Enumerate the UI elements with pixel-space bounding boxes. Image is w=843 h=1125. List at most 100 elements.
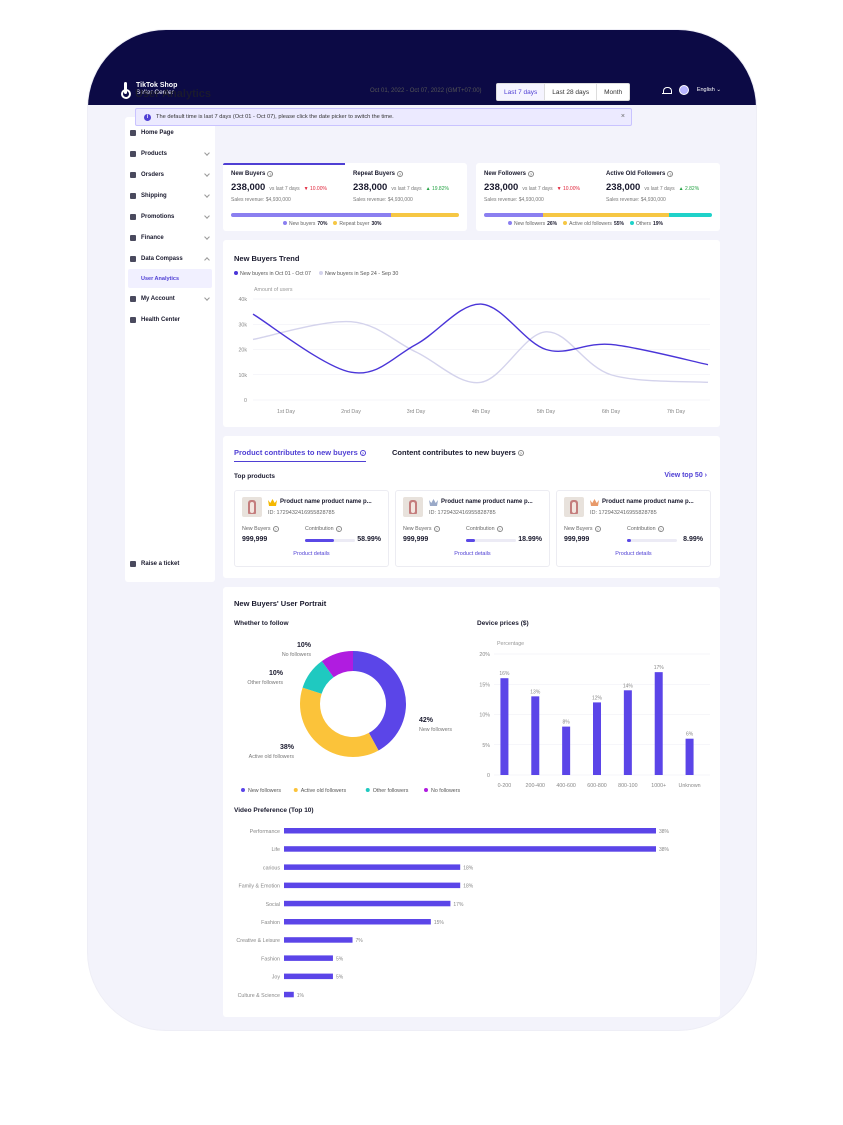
bar[interactable] xyxy=(284,882,461,889)
bar[interactable] xyxy=(284,864,461,870)
help-icon[interactable]: ? xyxy=(267,171,274,177)
legend-item-current[interactable]: New buyers in Oct 01 - Oct 07 xyxy=(234,271,311,277)
help-icon[interactable]: ? xyxy=(433,526,440,532)
y-category-label: Social xyxy=(266,902,280,908)
view-top-50-link[interactable]: View top 50 › xyxy=(664,472,707,479)
sidebar-item-health-center[interactable]: Health Center xyxy=(125,309,215,330)
legend-item-previous[interactable]: New buyers in Sep 24 - Sep 30 xyxy=(318,271,398,277)
bar-value-label: 18% xyxy=(463,865,474,871)
y-tick-label: 10k xyxy=(238,373,247,379)
help-icon[interactable]: ? xyxy=(657,526,664,532)
raise-ticket-button[interactable]: Raise a ticket xyxy=(130,561,179,567)
tab-product-contributes[interactable]: Product contributes to new buyers ? xyxy=(234,448,366,462)
product-details-link[interactable]: Product details xyxy=(615,551,652,557)
x-tick-label: 6th Day xyxy=(602,409,621,415)
pie-slice[interactable] xyxy=(321,651,353,678)
bar[interactable] xyxy=(284,900,451,907)
y-category-label: Creative & Leisure xyxy=(236,938,280,944)
sidebar-item-label: Orsders xyxy=(141,171,165,178)
tab-content-contributes[interactable]: Content contributes to new buyers ? xyxy=(392,448,524,457)
sidebar-item-finance[interactable]: Finance xyxy=(125,227,215,248)
new-buyers-label: New Buyers? xyxy=(564,526,601,532)
bell-icon[interactable] xyxy=(661,86,672,95)
stat-change-down: ▼ 10.00% xyxy=(303,186,327,192)
bar[interactable] xyxy=(500,678,509,775)
stat-new-buyers[interactable]: New Buyers? 238,000 vs last 7 days ▼ 10.00… xyxy=(231,171,327,236)
video-preference-bar-chart: Performance 38% Life 38% carious 18% Family & … xyxy=(236,828,670,999)
sidebar-item-label: Shipping xyxy=(141,192,167,199)
bar[interactable] xyxy=(531,696,540,775)
bar[interactable] xyxy=(284,828,656,834)
date-picker[interactable]: Oct 01, 2022 - Oct 07, 2022 (GMT+07:00) xyxy=(370,88,482,94)
chevron-down-icon xyxy=(204,234,210,240)
bar[interactable] xyxy=(284,955,333,961)
product-details-link[interactable]: Product details xyxy=(293,551,330,557)
bar[interactable] xyxy=(593,702,601,775)
stat-repeat-buyers[interactable]: Repeat Buyers? 238,000 vs last 7 days ▲ 19… xyxy=(353,171,449,236)
stat-active-old-followers[interactable]: Active Old Followers? 238,000 vs last 7 d… xyxy=(606,171,699,236)
tiktok-shop-logo[interactable]: TikTok Shop Seller Center xyxy=(121,82,177,99)
help-icon[interactable]: ? xyxy=(517,450,524,456)
sidebar-item-my-account[interactable]: My Account xyxy=(125,288,215,309)
product-name[interactable]: Product name product name p... xyxy=(280,499,372,505)
product-card[interactable]: Product name product name p... ID: 172943… xyxy=(556,490,711,567)
sidebar: Home Page Products Orsders Shipping Promotio… xyxy=(125,117,215,582)
x-tick-label: 600-800 xyxy=(587,783,606,789)
series-line-previous[interactable] xyxy=(252,320,709,384)
device-chart-title: Device prices ($) xyxy=(477,620,529,627)
sidebar-item-shipping[interactable]: Shipping xyxy=(125,185,215,206)
sidebar-item-data-compass[interactable]: Data Compass xyxy=(125,248,215,269)
bar[interactable] xyxy=(654,672,663,775)
sidebar-item-label: Finance xyxy=(141,234,164,241)
help-icon[interactable]: ? xyxy=(397,171,404,177)
sidebar-item-products[interactable]: Products xyxy=(125,143,215,164)
range-last-7-days[interactable]: Last 7 days xyxy=(497,84,546,100)
help-icon[interactable]: ? xyxy=(496,526,503,532)
bar-value-label: 5% xyxy=(336,975,344,981)
tiktok-logo-icon xyxy=(121,82,132,99)
product-name[interactable]: Product name product name p... xyxy=(441,499,533,505)
product-card[interactable]: Product name product name p... ID: 172943… xyxy=(234,490,389,567)
sidebar-item-orsders[interactable]: Orsders xyxy=(125,164,215,185)
range-month[interactable]: Month xyxy=(604,88,623,96)
bar[interactable] xyxy=(623,690,632,775)
bar[interactable] xyxy=(284,937,353,943)
pie-slice[interactable] xyxy=(300,687,379,757)
close-icon[interactable]: × xyxy=(620,113,625,120)
bar-value-label: 5% xyxy=(336,956,344,962)
legend-dot xyxy=(293,788,298,792)
help-icon[interactable]: ? xyxy=(528,171,535,177)
help-icon[interactable]: ? xyxy=(667,171,674,177)
help-icon[interactable]: ? xyxy=(594,526,601,532)
help-icon[interactable]: ? xyxy=(359,450,366,456)
help-icon[interactable]: ? xyxy=(272,526,279,532)
bar[interactable] xyxy=(562,726,571,775)
bar[interactable] xyxy=(284,919,431,925)
product-card[interactable]: Product name product name p... ID: 172943… xyxy=(395,490,550,567)
sidebar-item-promotions[interactable]: Promotions xyxy=(125,206,215,227)
legend-item: Repeat buyer 30% xyxy=(333,221,381,227)
bar-value-label: 6% xyxy=(686,732,694,738)
top-products-label: Top products xyxy=(234,473,276,480)
x-tick-label: Unknown xyxy=(679,783,701,789)
bar[interactable] xyxy=(284,991,294,998)
language-selector[interactable]: English ⌄ xyxy=(696,87,721,93)
bar[interactable] xyxy=(284,973,333,980)
y-category-label: Life xyxy=(271,847,280,853)
pie-slice[interactable] xyxy=(353,651,406,751)
help-icon[interactable]: ? xyxy=(335,526,342,532)
bar[interactable] xyxy=(685,738,694,775)
range-last-28-days[interactable]: Last 28 days xyxy=(545,84,598,100)
series-line-current[interactable] xyxy=(252,303,709,374)
pie-slice[interactable] xyxy=(302,661,334,694)
stat-new-followers[interactable]: New Followers? 238,000 vs last 7 days ▼ 10… xyxy=(484,171,580,236)
avatar[interactable] xyxy=(678,85,689,95)
legend-dot xyxy=(424,788,428,792)
top-navigation-bar: TikTok Shop Seller Center English ⌄ xyxy=(88,30,756,105)
sidebar-item-user-analytics[interactable]: User Analytics xyxy=(128,269,212,288)
trend-legend: New buyers in Oct 01 - Oct 07 New buyers… xyxy=(234,271,398,277)
bar[interactable] xyxy=(284,846,656,852)
product-details-link[interactable]: Product details xyxy=(454,551,491,557)
product-name[interactable]: Product name product name p... xyxy=(602,499,694,505)
sidebar-item-home-page[interactable]: Home Page xyxy=(125,122,215,143)
